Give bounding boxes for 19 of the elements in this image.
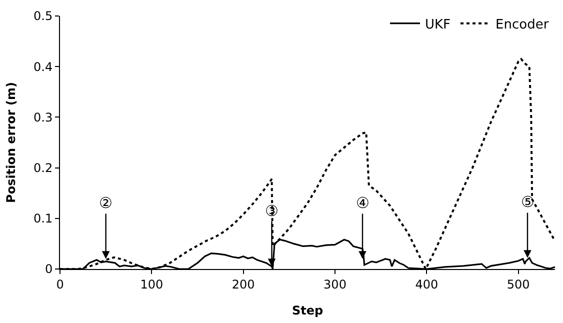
y-tick-label: 0	[44, 262, 53, 276]
y-tick-label: 0.2	[34, 161, 53, 175]
legend-label: Encoder	[496, 17, 550, 32]
x-tick-label: 0	[56, 277, 64, 292]
x-tick-label: 400	[415, 277, 438, 292]
y-tick-label: 0.4	[34, 60, 53, 74]
annotation: ②	[99, 194, 112, 212]
x-tick-label: 500	[506, 277, 530, 292]
x-tick-label: 300	[324, 277, 346, 292]
x-axis-title: Step	[292, 303, 324, 318]
legend-label: UKF	[425, 17, 451, 32]
annotation: ⑤	[521, 193, 534, 211]
y-axis-title: Position error (m)	[4, 82, 18, 203]
y-tick-label: 0.3	[34, 110, 53, 124]
x-tick-label: 200	[232, 277, 255, 292]
x-tick-label: 100	[140, 277, 164, 292]
annotation: ④	[356, 194, 370, 212]
y-tick-label: 0.1	[34, 212, 53, 226]
y-tick-label: 0.5	[34, 9, 53, 24]
